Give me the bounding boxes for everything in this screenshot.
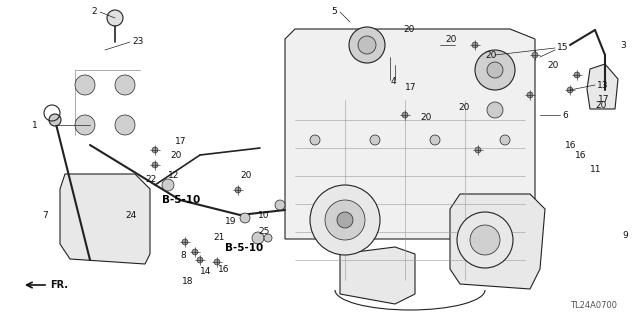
Circle shape	[214, 259, 220, 265]
Circle shape	[358, 36, 376, 54]
Polygon shape	[285, 29, 535, 239]
Circle shape	[402, 112, 408, 118]
Circle shape	[574, 72, 580, 78]
Text: TL24A0700: TL24A0700	[570, 300, 617, 309]
Text: 14: 14	[200, 268, 211, 277]
Text: 20: 20	[170, 151, 181, 160]
Text: 7: 7	[42, 211, 48, 219]
Circle shape	[75, 75, 95, 95]
Text: 21: 21	[213, 234, 225, 242]
Text: 20: 20	[420, 114, 431, 122]
Circle shape	[487, 62, 503, 78]
Text: 16: 16	[218, 265, 230, 275]
Circle shape	[107, 10, 123, 26]
Circle shape	[240, 213, 250, 223]
Text: 20: 20	[458, 103, 469, 113]
Text: 20: 20	[547, 61, 558, 70]
Text: 9: 9	[622, 231, 628, 240]
Text: 13: 13	[597, 80, 609, 90]
Circle shape	[197, 257, 203, 263]
Text: 10: 10	[258, 211, 269, 219]
Text: 20: 20	[240, 170, 252, 180]
Circle shape	[457, 212, 513, 268]
Polygon shape	[340, 247, 415, 304]
Circle shape	[370, 135, 380, 145]
Text: 24: 24	[125, 211, 136, 219]
Text: 17: 17	[405, 84, 417, 93]
Circle shape	[275, 200, 285, 210]
Circle shape	[349, 27, 385, 63]
Text: 3: 3	[620, 41, 626, 49]
Circle shape	[115, 75, 135, 95]
Circle shape	[235, 187, 241, 193]
Text: 17: 17	[598, 95, 609, 105]
Text: B-5-10: B-5-10	[162, 195, 200, 205]
Text: 20: 20	[403, 26, 414, 34]
Circle shape	[310, 185, 380, 255]
Circle shape	[264, 234, 272, 242]
Circle shape	[567, 87, 573, 93]
Circle shape	[152, 147, 158, 153]
Circle shape	[152, 162, 158, 168]
Text: 23: 23	[132, 38, 143, 47]
Text: 2: 2	[92, 8, 97, 17]
Text: 11: 11	[590, 166, 602, 174]
Text: 12: 12	[168, 170, 179, 180]
Text: 5: 5	[332, 8, 337, 17]
Text: 17: 17	[175, 137, 186, 146]
Text: 8: 8	[180, 250, 186, 259]
Circle shape	[162, 179, 174, 191]
Text: 16: 16	[565, 140, 577, 150]
Text: B-5-10: B-5-10	[225, 243, 263, 253]
Text: 16: 16	[575, 151, 586, 160]
Text: 19: 19	[225, 218, 237, 226]
Text: 1: 1	[32, 121, 38, 130]
Text: 20: 20	[595, 100, 606, 109]
Circle shape	[115, 115, 135, 135]
Circle shape	[182, 239, 188, 245]
Text: 25: 25	[258, 227, 269, 236]
Text: 4: 4	[390, 78, 396, 86]
Text: 20: 20	[485, 50, 497, 60]
Circle shape	[325, 200, 365, 240]
Circle shape	[500, 135, 510, 145]
Circle shape	[527, 92, 533, 98]
Circle shape	[252, 232, 264, 244]
Circle shape	[192, 249, 198, 255]
Text: 18: 18	[182, 278, 193, 286]
Polygon shape	[450, 194, 545, 289]
Text: 20: 20	[445, 35, 456, 44]
Circle shape	[337, 212, 353, 228]
Polygon shape	[60, 174, 150, 264]
Circle shape	[49, 114, 61, 126]
Text: 6: 6	[562, 110, 568, 120]
Polygon shape	[587, 64, 618, 109]
Circle shape	[487, 102, 503, 118]
Circle shape	[475, 147, 481, 153]
Circle shape	[470, 225, 500, 255]
Text: 15: 15	[557, 43, 568, 53]
Circle shape	[472, 42, 478, 48]
Circle shape	[430, 135, 440, 145]
Text: 22: 22	[145, 175, 156, 184]
Circle shape	[75, 115, 95, 135]
Text: FR.: FR.	[50, 280, 68, 290]
Circle shape	[310, 135, 320, 145]
Circle shape	[532, 52, 538, 58]
Circle shape	[475, 50, 515, 90]
